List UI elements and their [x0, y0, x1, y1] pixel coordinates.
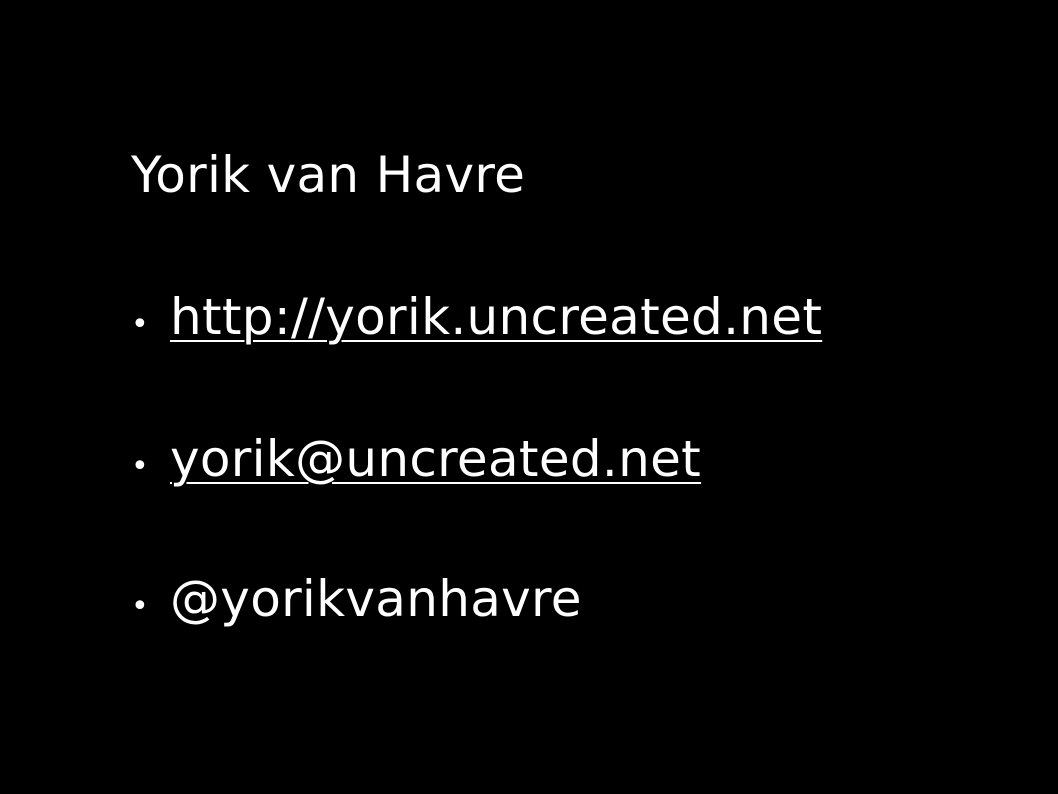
list-item-email: • yorik@uncreated.net [131, 427, 701, 499]
list-item-website: • http://yorik.uncreated.net [131, 285, 822, 357]
bullet-icon: • [131, 449, 149, 484]
slide-title: Yorik van Havre [131, 146, 526, 204]
bullet-icon: • [131, 307, 149, 342]
email-link[interactable]: yorik@uncreated.net [170, 430, 702, 488]
website-link[interactable]: http://yorik.uncreated.net [170, 288, 823, 346]
list-item-handle: • @yorikvanhavre [131, 567, 582, 639]
bullet-icon: • [131, 589, 149, 624]
social-handle: @yorikvanhavre [170, 570, 582, 628]
